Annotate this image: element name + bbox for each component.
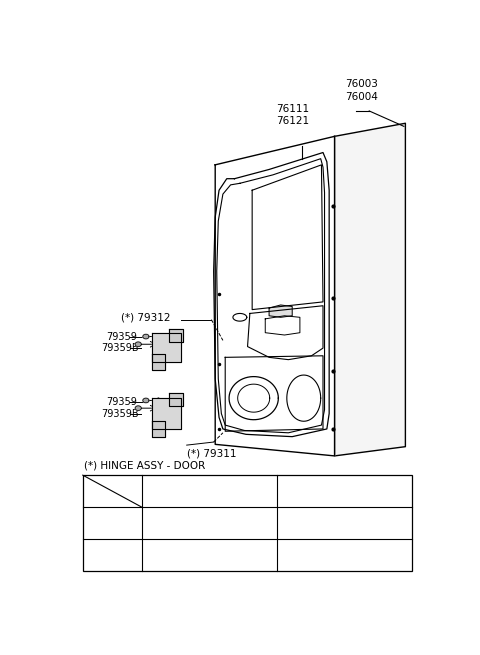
- Polygon shape: [215, 136, 335, 456]
- Text: LWR: LWR: [333, 486, 355, 496]
- Polygon shape: [152, 421, 165, 437]
- Text: (*) 79311: (*) 79311: [187, 448, 236, 458]
- Text: UPR: UPR: [199, 486, 220, 496]
- Polygon shape: [143, 334, 149, 339]
- Text: 79359: 79359: [106, 331, 137, 341]
- Text: 79320-26000: 79320-26000: [174, 518, 245, 529]
- Polygon shape: [269, 305, 292, 317]
- Polygon shape: [169, 393, 183, 406]
- Text: 79359: 79359: [106, 397, 137, 407]
- Polygon shape: [152, 333, 180, 362]
- Polygon shape: [169, 329, 183, 342]
- Polygon shape: [135, 406, 141, 411]
- Text: 79359B: 79359B: [101, 343, 139, 353]
- Polygon shape: [335, 123, 406, 456]
- Bar: [83, 475, 411, 571]
- Text: 79310-26000: 79310-26000: [174, 550, 245, 561]
- Text: 79359B: 79359B: [101, 409, 139, 419]
- Polygon shape: [152, 354, 165, 369]
- Text: 79320-26000: 79320-26000: [308, 518, 380, 529]
- Text: (*) 79312: (*) 79312: [121, 312, 170, 322]
- Text: 79310-26000: 79310-26000: [308, 550, 380, 561]
- Polygon shape: [152, 398, 180, 429]
- Text: 76111
76121: 76111 76121: [276, 104, 309, 126]
- Polygon shape: [135, 342, 141, 346]
- Text: (*) HINGE ASSY - DOOR: (*) HINGE ASSY - DOOR: [84, 460, 205, 470]
- Polygon shape: [143, 398, 149, 403]
- Text: LH: LH: [106, 518, 119, 529]
- Text: RH: RH: [105, 550, 120, 561]
- Text: 76003
76004: 76003 76004: [345, 79, 378, 102]
